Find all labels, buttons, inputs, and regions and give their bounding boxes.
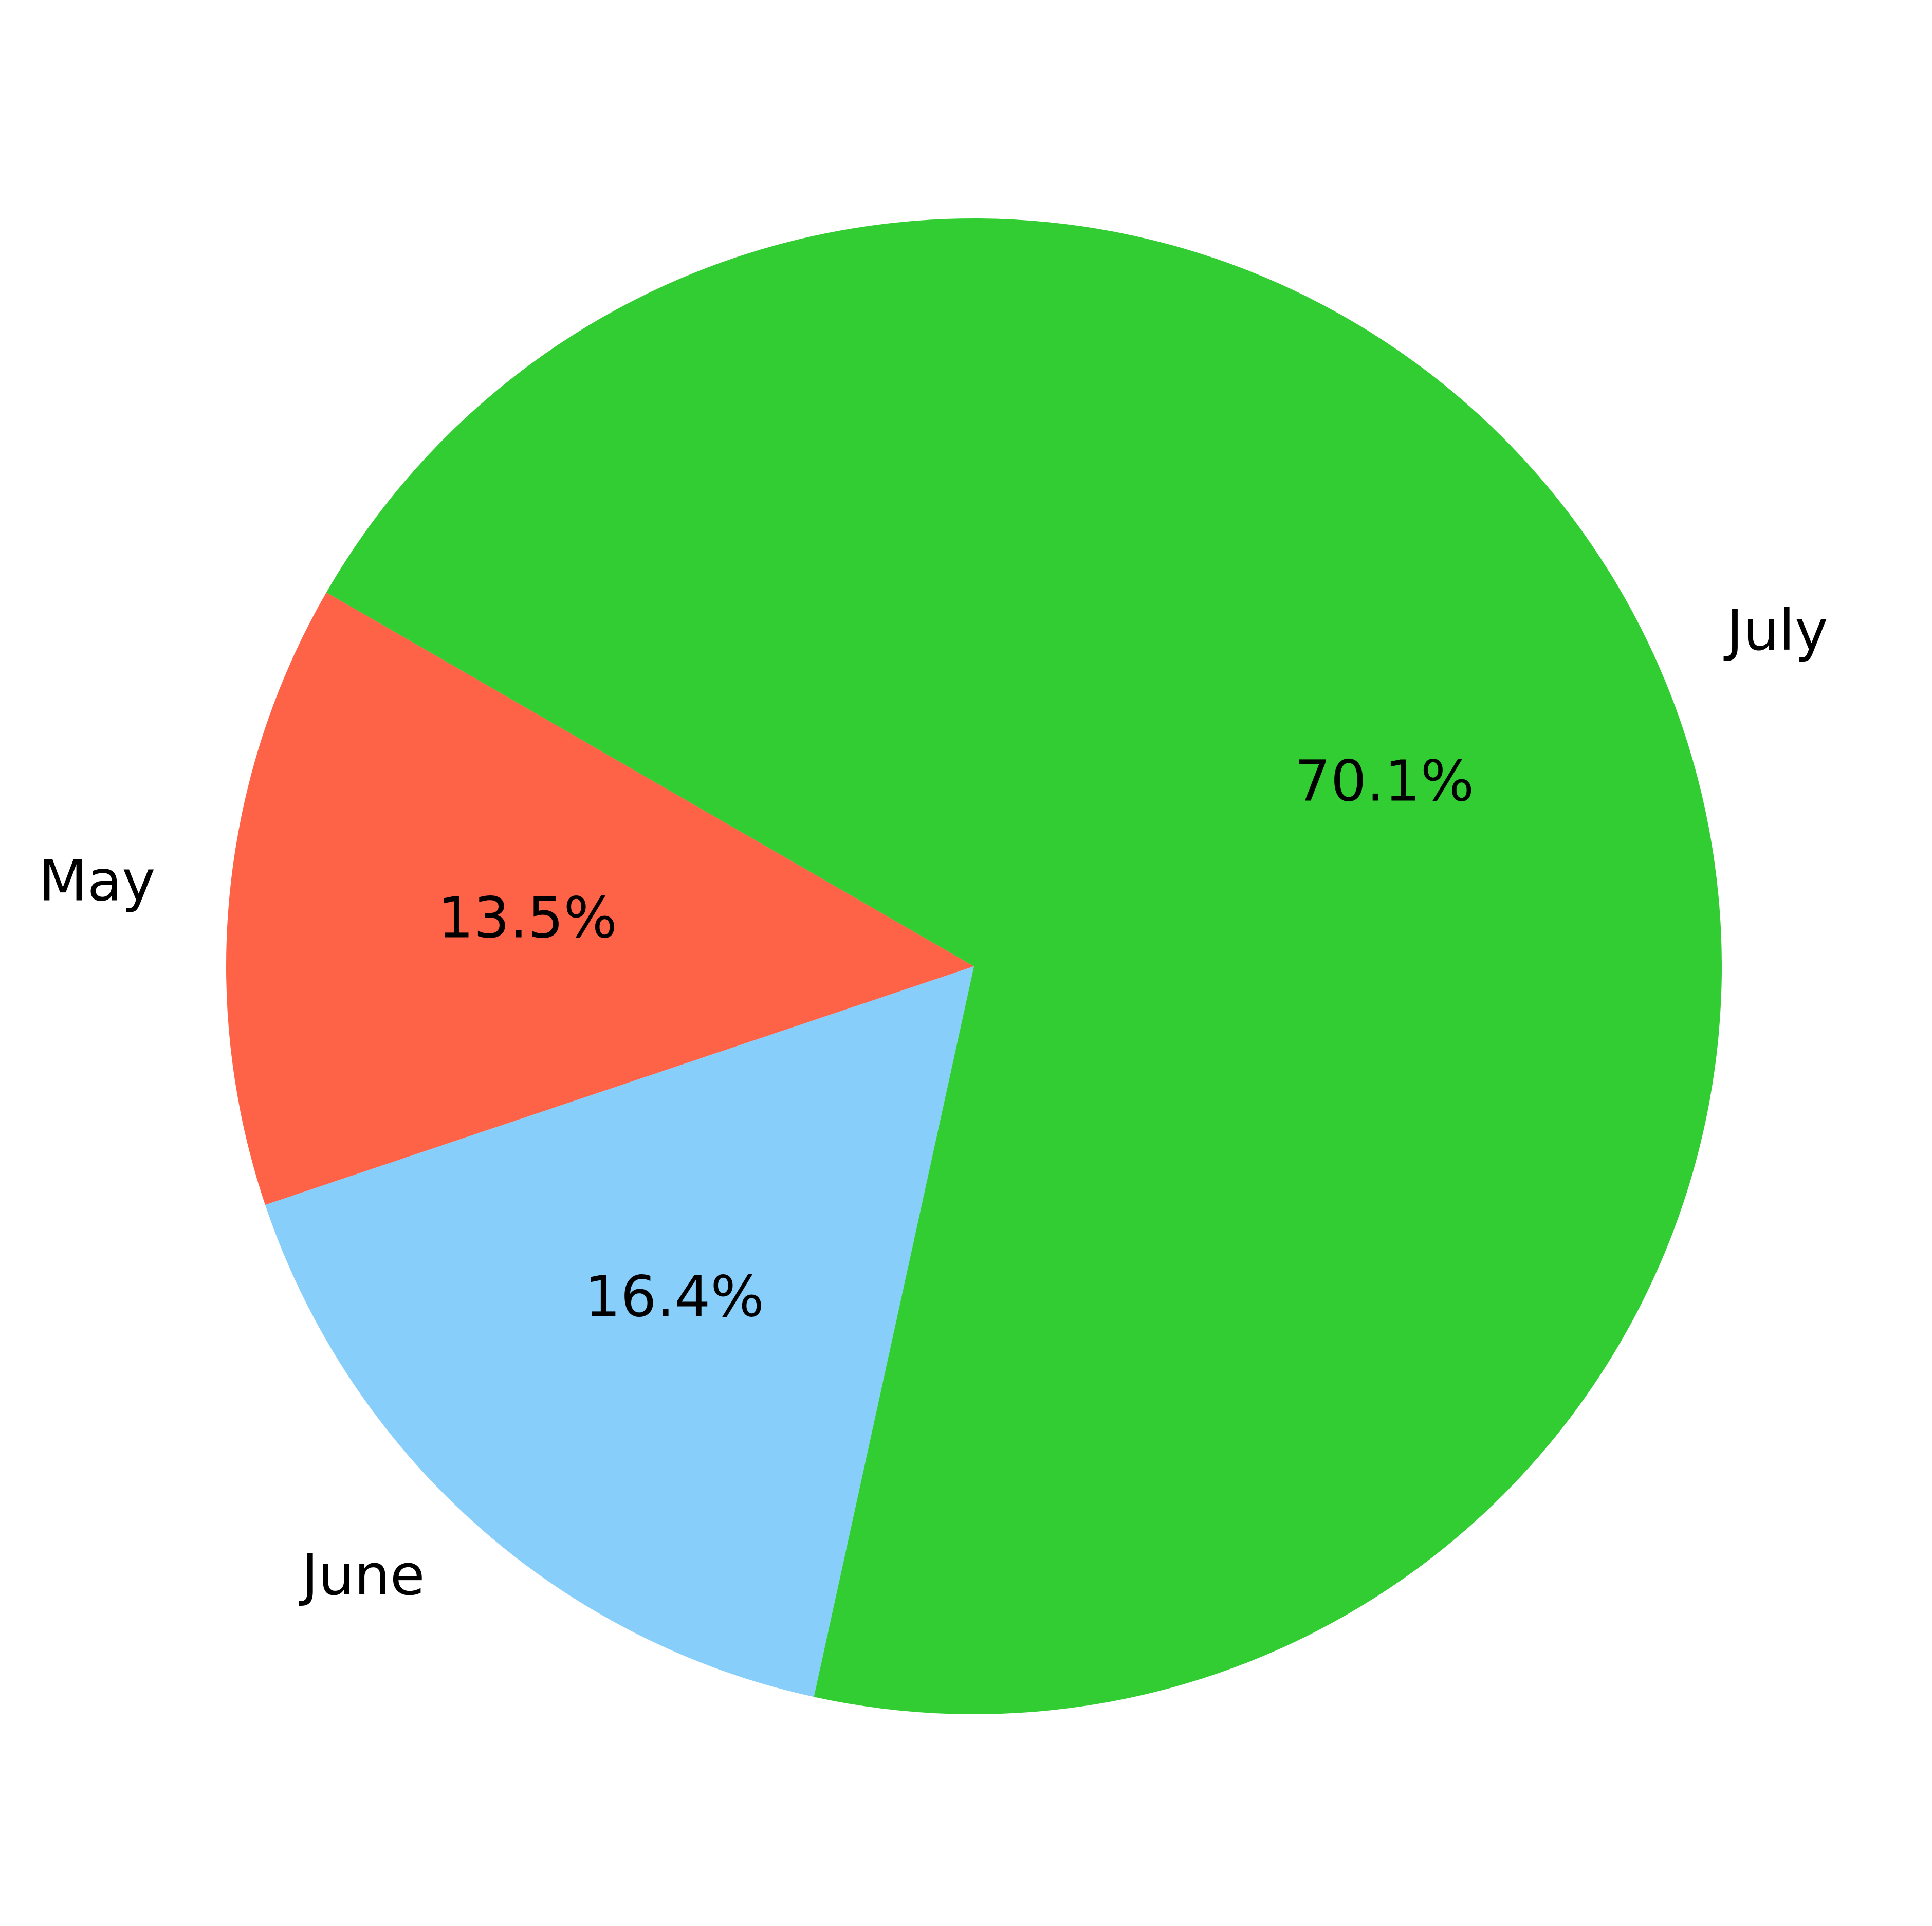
percent-label-june: 16.4%	[584, 1263, 764, 1329]
percent-label-july: 70.1%	[1295, 748, 1474, 814]
pie-slice-july	[326, 218, 1722, 1715]
pie-slice-may	[226, 592, 974, 1205]
percent-label-may: 13.5%	[438, 885, 617, 951]
slice-label-july: July	[1723, 597, 1828, 663]
slice-label-june: June	[299, 1542, 425, 1608]
pie-slice-june	[265, 966, 974, 1697]
pie-slices	[226, 218, 1722, 1715]
pie-labels: May 13.5% June 16.4% July 70.1%	[39, 597, 1828, 1608]
slice-label-may: May	[39, 848, 155, 913]
